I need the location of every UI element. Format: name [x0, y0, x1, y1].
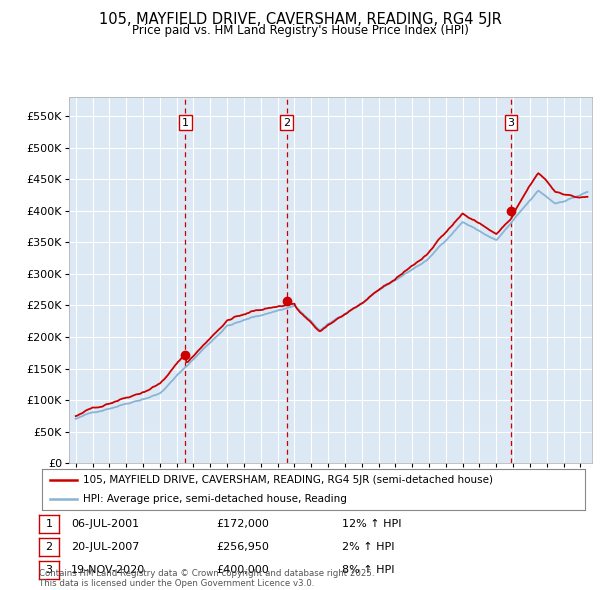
Text: 3: 3 — [46, 565, 52, 575]
Text: £172,000: £172,000 — [216, 519, 269, 529]
Text: 2: 2 — [46, 542, 52, 552]
Text: 105, MAYFIELD DRIVE, CAVERSHAM, READING, RG4 5JR: 105, MAYFIELD DRIVE, CAVERSHAM, READING,… — [98, 12, 502, 27]
Text: 2% ↑ HPI: 2% ↑ HPI — [342, 542, 395, 552]
Text: 06-JUL-2001: 06-JUL-2001 — [71, 519, 139, 529]
Text: Contains HM Land Registry data © Crown copyright and database right 2025.
This d: Contains HM Land Registry data © Crown c… — [39, 569, 374, 588]
Text: 3: 3 — [508, 117, 515, 127]
Text: £256,950: £256,950 — [216, 542, 269, 552]
Text: 20-JUL-2007: 20-JUL-2007 — [71, 542, 139, 552]
Text: Price paid vs. HM Land Registry's House Price Index (HPI): Price paid vs. HM Land Registry's House … — [131, 24, 469, 37]
Text: £400,000: £400,000 — [216, 565, 269, 575]
Text: 1: 1 — [182, 117, 189, 127]
Text: 2: 2 — [283, 117, 290, 127]
Text: HPI: Average price, semi-detached house, Reading: HPI: Average price, semi-detached house,… — [83, 494, 347, 504]
Text: 8% ↑ HPI: 8% ↑ HPI — [342, 565, 395, 575]
Text: 12% ↑ HPI: 12% ↑ HPI — [342, 519, 401, 529]
Text: 19-NOV-2020: 19-NOV-2020 — [71, 565, 145, 575]
Text: 1: 1 — [46, 519, 52, 529]
Text: 105, MAYFIELD DRIVE, CAVERSHAM, READING, RG4 5JR (semi-detached house): 105, MAYFIELD DRIVE, CAVERSHAM, READING,… — [83, 475, 493, 485]
